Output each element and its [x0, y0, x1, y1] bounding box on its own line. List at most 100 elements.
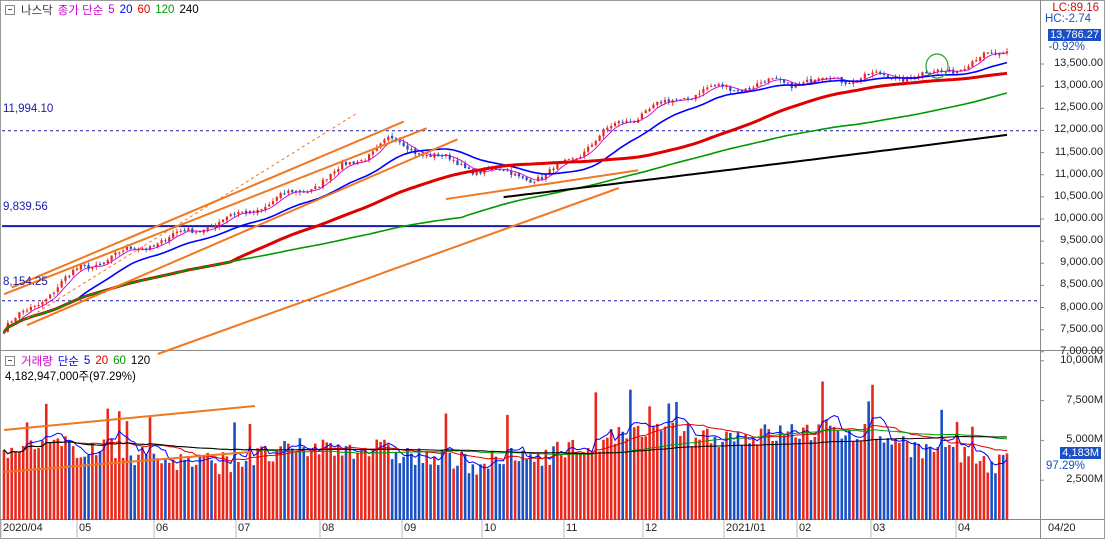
volume-y-tick-label: 7,500M	[1066, 393, 1103, 406]
volume-bar	[690, 446, 694, 520]
volume-bar	[536, 453, 540, 520]
volume-bar	[256, 448, 259, 520]
volume-bar	[932, 452, 936, 520]
price-candle	[56, 287, 59, 292]
volume-bar	[310, 451, 313, 520]
volume-bar	[183, 459, 186, 520]
volume-bar	[279, 446, 282, 520]
volume-bar	[214, 463, 217, 520]
volume-bar	[483, 463, 486, 520]
price-candle	[502, 169, 505, 171]
price-candle	[429, 154, 432, 158]
price-candle	[2, 332, 6, 334]
price-y-tick-label: 12,000.00	[1054, 123, 1103, 136]
price-candle	[364, 160, 367, 162]
volume-bar	[390, 459, 394, 520]
volume-bar	[875, 438, 878, 520]
volume-bar	[767, 429, 771, 520]
volume-bar	[129, 455, 133, 520]
price-candle	[867, 73, 870, 75]
price-candle	[548, 169, 551, 174]
volume-bar	[10, 447, 13, 520]
price-candle	[982, 52, 986, 58]
volume-bar	[878, 436, 882, 520]
price-candle	[171, 233, 175, 238]
highlight-ellipse	[925, 53, 949, 79]
vol-legend-5: 5	[83, 355, 91, 367]
price-candle	[863, 73, 866, 79]
price-candle	[544, 174, 547, 180]
volume-bar	[117, 411, 121, 520]
x-tick-label: 02	[799, 522, 812, 534]
price-candle	[210, 226, 213, 228]
price-candle	[783, 79, 786, 83]
price-candle	[825, 78, 828, 80]
volume-bar	[206, 452, 209, 520]
volume-bar	[671, 422, 674, 520]
volume-bar	[306, 456, 309, 520]
volume-bar	[379, 441, 382, 520]
volume-bar	[83, 456, 87, 520]
volume-bar	[210, 460, 213, 520]
volume-bar	[179, 454, 183, 520]
price-candle	[195, 231, 198, 233]
volume-bar	[433, 456, 436, 520]
price-candle	[594, 140, 597, 145]
price-candle	[702, 88, 705, 94]
volume-legend: 거래량 단순 5 20 60 120	[3, 353, 153, 369]
ma-legend-20: 20	[119, 4, 133, 16]
volume-ma-5-line	[3, 415, 1008, 469]
volume-bar	[913, 442, 917, 520]
volume-bar	[175, 469, 179, 520]
close-icon[interactable]	[5, 5, 15, 15]
volume-bar	[828, 425, 832, 520]
price-candle	[940, 70, 943, 72]
volume-bar	[41, 440, 44, 520]
price-candle	[64, 276, 67, 281]
volume-bar	[721, 441, 724, 520]
volume-bar	[14, 452, 17, 520]
price-candle	[156, 243, 159, 248]
volume-bar	[563, 457, 567, 520]
price-candle	[925, 72, 928, 74]
price-candle	[10, 321, 13, 323]
price-candle	[325, 179, 328, 181]
volume-bar	[625, 438, 628, 520]
volume-y-tick-label: 5,000M	[1066, 433, 1103, 446]
price-candle	[102, 262, 106, 265]
volume-bar	[963, 446, 967, 520]
price-candle	[175, 231, 179, 234]
price-candle	[932, 71, 936, 73]
volume-bar	[479, 464, 482, 520]
volume-bar	[229, 472, 233, 520]
price-candle	[456, 160, 459, 166]
volume-bar	[636, 425, 640, 520]
volume-bar	[425, 450, 429, 520]
price-candle	[514, 173, 517, 176]
volume-bar	[748, 443, 751, 520]
volume-bar	[275, 450, 279, 520]
volume-bar	[294, 452, 298, 520]
volume-bar	[298, 438, 302, 520]
price-candle	[294, 190, 298, 193]
volume-bar	[329, 442, 332, 520]
volume-bar	[882, 442, 886, 520]
volume-bar	[33, 449, 37, 520]
hline-label-mid: 9,839.56	[3, 201, 48, 213]
price-candle	[955, 71, 959, 74]
volume-bar	[755, 444, 759, 520]
price-candle	[809, 79, 813, 82]
price-candle	[652, 104, 655, 109]
close-icon[interactable]	[5, 356, 15, 366]
price-candle	[275, 197, 278, 201]
price-candle	[106, 260, 109, 264]
volume-bar	[444, 413, 448, 520]
volume-bar	[990, 461, 993, 520]
volume-bar	[559, 455, 563, 520]
volume-bar	[340, 455, 344, 520]
price-y-tick-label: 13,500.00	[1054, 57, 1103, 70]
volume-bar	[237, 461, 240, 520]
volume-bar	[725, 431, 728, 520]
